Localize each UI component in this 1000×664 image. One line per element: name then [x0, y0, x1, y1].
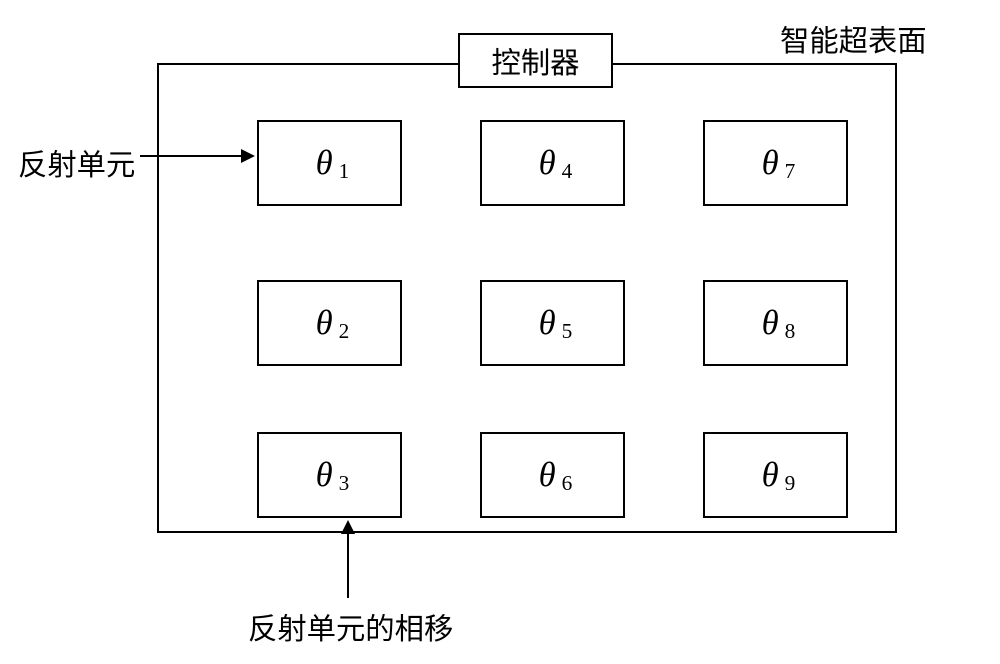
theta-sub: 1	[339, 159, 350, 184]
phase-shift-arrow-line	[347, 532, 349, 598]
reflection-cell-9: θ9	[703, 432, 848, 518]
reflection-cell-5: θ5	[480, 280, 625, 366]
reflection-unit-label: 反射单元	[18, 142, 135, 184]
theta-sub: 5	[562, 319, 573, 344]
diagram-canvas: 控制器 智能超表面 反射单元 反射单元的相移 θ1 θ4 θ7 θ2 θ5 θ8…	[0, 0, 1000, 664]
theta-glyph: θ	[539, 456, 556, 495]
theta-sub: 2	[339, 319, 350, 344]
controller-box: 控制器	[458, 33, 613, 88]
reflection-cell-4: θ4	[480, 120, 625, 206]
theta-glyph: θ	[539, 144, 556, 183]
reflection-cell-1: θ1	[257, 120, 402, 206]
reflection-cell-3: θ3	[257, 432, 402, 518]
controller-label: 控制器	[492, 40, 580, 82]
theta-glyph: θ	[316, 456, 333, 495]
theta-glyph: θ	[316, 304, 333, 343]
phase-shift-arrow-head	[341, 520, 355, 534]
reflection-cell-2: θ2	[257, 280, 402, 366]
reflection-cell-7: θ7	[703, 120, 848, 206]
theta-glyph: θ	[316, 144, 333, 183]
reflection-cell-6: θ6	[480, 432, 625, 518]
theta-sub: 3	[339, 471, 350, 496]
theta-sub: 4	[562, 159, 573, 184]
theta-glyph: θ	[539, 304, 556, 343]
theta-glyph: θ	[762, 144, 779, 183]
theta-sub: 7	[785, 159, 796, 184]
metasurface-title: 智能超表面	[780, 18, 927, 60]
theta-sub: 9	[785, 471, 796, 496]
theta-glyph: θ	[762, 304, 779, 343]
theta-glyph: θ	[762, 456, 779, 495]
phase-shift-label: 反射单元的相移	[248, 606, 453, 648]
theta-sub: 6	[562, 471, 573, 496]
reflection-cell-8: θ8	[703, 280, 848, 366]
theta-sub: 8	[785, 319, 796, 344]
reflection-unit-arrow-line	[140, 155, 243, 157]
reflection-unit-arrow-head	[241, 149, 255, 163]
